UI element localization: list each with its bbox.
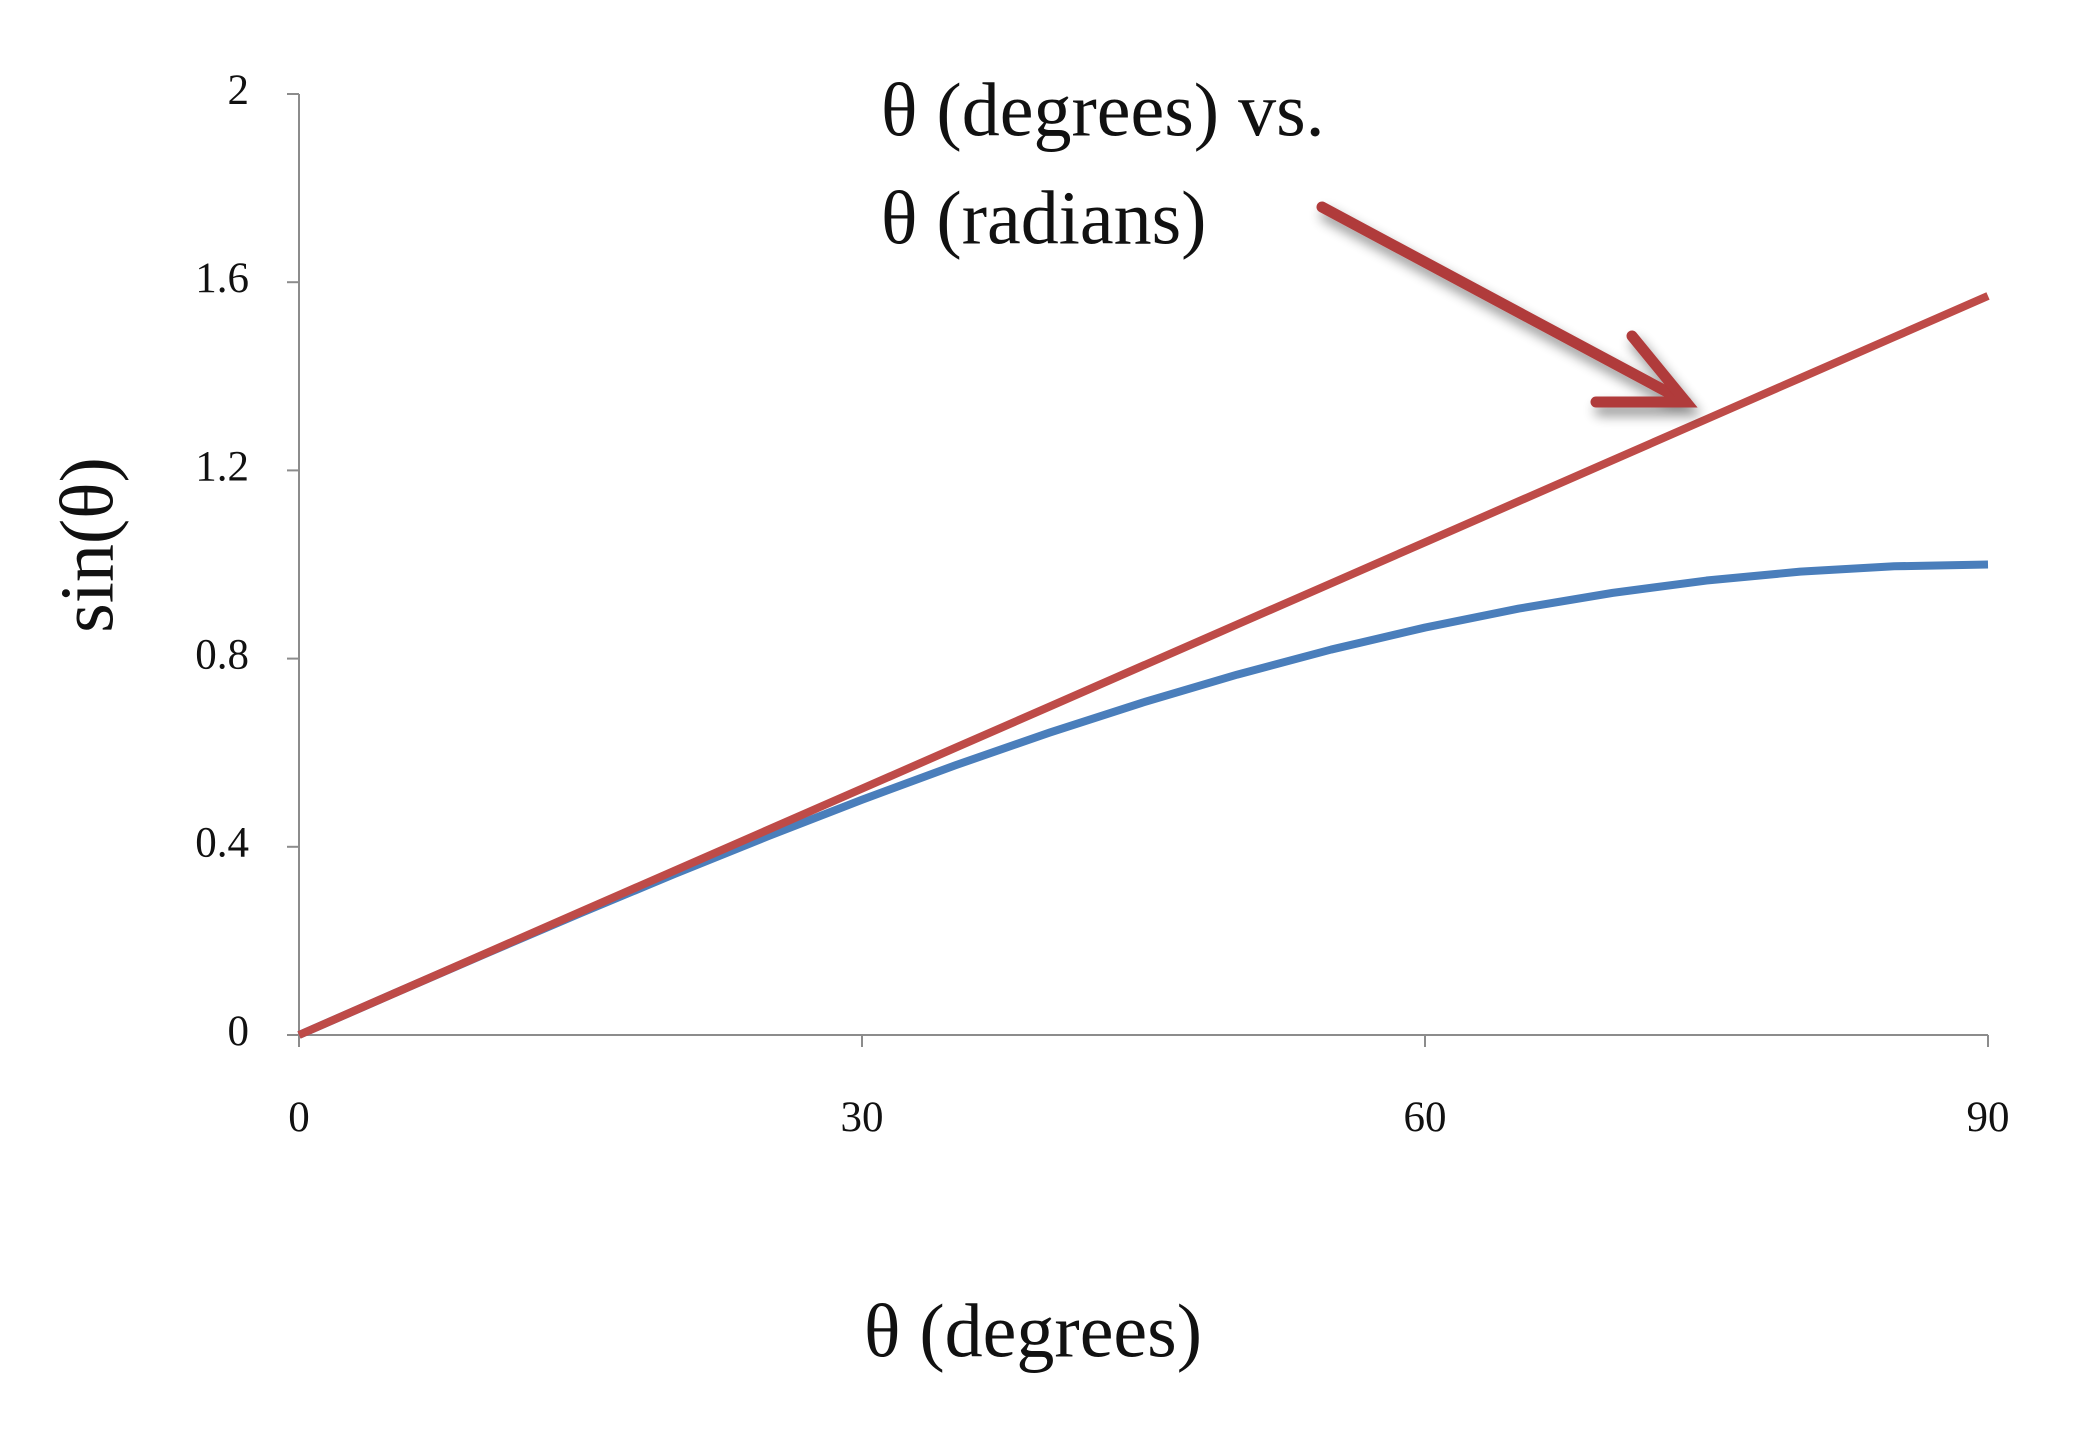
annotation-arrow	[1316, 201, 1698, 408]
arrow-shaft	[1316, 201, 1692, 408]
x-tick-label: 90	[1967, 1094, 2010, 1141]
series-line	[297, 560, 1989, 1039]
arrow-head	[1590, 330, 1698, 408]
y-tick-label: 2	[228, 67, 250, 114]
y-tick-label: 1.6	[195, 255, 249, 302]
x-tick-label: 0	[288, 1094, 310, 1141]
x-axis-title: θ (degrees)	[864, 1289, 1202, 1373]
series-line	[297, 292, 1990, 1039]
x-tick-label: 60	[1404, 1094, 1447, 1141]
annotation: θ (degrees) vs.	[881, 68, 1325, 152]
y-tick-label: 1.2	[195, 443, 249, 490]
y-tick-label: 0.4	[195, 820, 249, 867]
x-tick-label: 30	[841, 1094, 884, 1141]
y-axis-title: sin(θ)	[45, 457, 129, 633]
annotation: θ (radians)	[881, 176, 1207, 260]
plot-area	[297, 292, 1990, 1039]
y-tick-label: 0	[228, 1008, 250, 1055]
y-tick-label: 0.8	[195, 631, 249, 678]
axes: 0 0.4 0.8 1.2 1.6 2 0 30 60 90	[195, 67, 2009, 1141]
